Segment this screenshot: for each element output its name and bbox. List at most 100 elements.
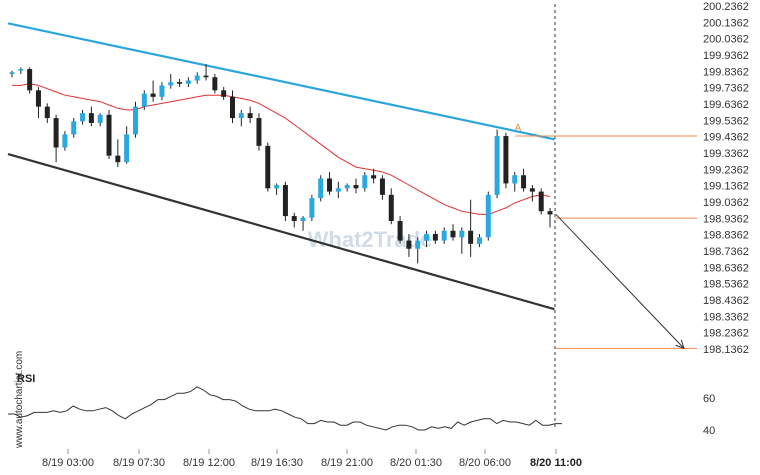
x-tick-label: 8/19 21:00 bbox=[321, 457, 373, 469]
candle-body bbox=[521, 175, 527, 189]
candle-body bbox=[344, 185, 350, 189]
candle-body bbox=[371, 175, 377, 179]
candle bbox=[177, 78, 183, 88]
y-tick-label: 199.6362 bbox=[703, 99, 749, 111]
y-tick-label: 200.1362 bbox=[703, 17, 749, 29]
y-tick-label: 198.3362 bbox=[703, 311, 749, 323]
candle bbox=[27, 67, 33, 94]
side-watermark: www.autochartist.com bbox=[14, 351, 25, 449]
candle-body bbox=[44, 106, 50, 119]
candle bbox=[344, 183, 350, 192]
candle-body bbox=[282, 185, 288, 217]
candle bbox=[274, 183, 280, 195]
candle-body bbox=[265, 145, 271, 189]
candle bbox=[291, 212, 297, 228]
candle bbox=[132, 101, 138, 138]
y-tick-label: 198.6362 bbox=[703, 262, 749, 274]
candle-body bbox=[503, 136, 509, 184]
candle-body bbox=[115, 155, 121, 163]
candle-body bbox=[415, 240, 421, 249]
candle bbox=[106, 109, 112, 159]
x-tick-label: 8/19 12:00 bbox=[183, 457, 235, 469]
x-tick-label: 8/20 01:30 bbox=[390, 457, 442, 469]
candle-body bbox=[177, 82, 183, 84]
y-tick-label: 198.2362 bbox=[703, 328, 749, 340]
x-axis: 8/19 03:00 8/19 07:30 8/19 12:00 8/19 16:30… bbox=[42, 449, 582, 469]
candle-body bbox=[150, 93, 156, 97]
candle-body bbox=[459, 230, 465, 238]
candle bbox=[230, 90, 235, 123]
candle-body bbox=[379, 178, 385, 195]
candle-body bbox=[406, 240, 412, 249]
lower-channel-line bbox=[7, 152, 555, 311]
candle-body bbox=[9, 72, 15, 74]
candle-body bbox=[318, 178, 324, 199]
candle bbox=[415, 237, 421, 264]
candles bbox=[9, 64, 553, 264]
candle-body bbox=[247, 113, 253, 119]
candle-body bbox=[230, 96, 235, 119]
candle bbox=[485, 191, 491, 241]
candle-body bbox=[212, 77, 218, 91]
x-tick-label: 8/20 11:00 bbox=[530, 457, 582, 469]
rsi-label: RSI bbox=[17, 373, 35, 385]
candle bbox=[168, 73, 174, 89]
candle bbox=[494, 129, 500, 199]
candle bbox=[62, 131, 68, 151]
candle-body bbox=[512, 175, 518, 184]
candle bbox=[97, 113, 103, 127]
candle-body bbox=[485, 194, 491, 238]
y-tick-label: 198.9362 bbox=[703, 213, 749, 225]
x-tick-label: 8/19 07:30 bbox=[113, 457, 165, 469]
y-tick-label: 199.3362 bbox=[703, 148, 749, 160]
candle bbox=[547, 207, 553, 228]
candle-body bbox=[309, 198, 315, 218]
candle-body bbox=[132, 106, 138, 135]
candle-body bbox=[221, 90, 227, 97]
y-tick-label: 198.1362 bbox=[703, 344, 749, 356]
candle bbox=[318, 175, 324, 202]
candle-body bbox=[62, 134, 68, 148]
candle bbox=[432, 230, 438, 244]
candle-body bbox=[441, 230, 447, 241]
candle bbox=[450, 224, 456, 241]
candle bbox=[71, 118, 77, 138]
candle bbox=[371, 168, 377, 184]
candle-body bbox=[18, 69, 24, 71]
x-tick-label: 8/19 16:30 bbox=[251, 457, 303, 469]
candle-body bbox=[27, 69, 33, 91]
candle bbox=[397, 216, 403, 244]
y-tick-label: 199.8362 bbox=[703, 66, 749, 78]
candle bbox=[512, 171, 518, 192]
candle bbox=[424, 230, 430, 248]
candle-body bbox=[468, 230, 474, 244]
candle-body bbox=[185, 80, 191, 84]
y-tick-label: 200.0362 bbox=[703, 34, 749, 46]
candle-body bbox=[53, 118, 59, 148]
candle-body bbox=[168, 82, 174, 86]
candle bbox=[185, 77, 191, 88]
candle-body bbox=[159, 85, 165, 97]
candle bbox=[80, 109, 86, 125]
candle-body bbox=[256, 118, 262, 146]
candle bbox=[406, 234, 412, 257]
candle bbox=[282, 181, 288, 221]
candle-body bbox=[432, 234, 438, 241]
candle bbox=[18, 67, 24, 74]
candle bbox=[300, 216, 306, 231]
candle bbox=[44, 103, 50, 123]
candle bbox=[35, 87, 41, 119]
candle-body bbox=[335, 188, 341, 192]
rsi-line bbox=[8, 386, 562, 431]
candle bbox=[265, 142, 271, 192]
candle bbox=[459, 227, 465, 254]
candle-body bbox=[397, 220, 403, 241]
candle bbox=[503, 132, 509, 189]
candle-body bbox=[80, 113, 86, 122]
candle-body bbox=[194, 75, 200, 81]
candle-body bbox=[327, 178, 333, 192]
candle bbox=[388, 188, 394, 225]
y-tick-label: 199.5362 bbox=[703, 115, 749, 127]
